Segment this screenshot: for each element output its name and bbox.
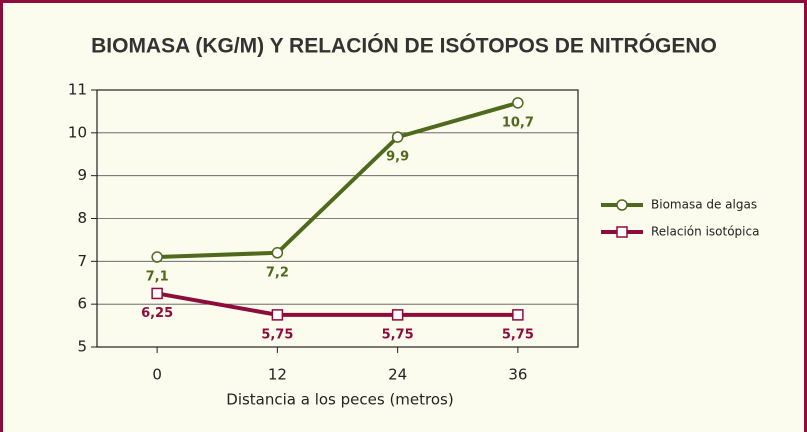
data-label: 10,7: [502, 115, 534, 130]
x-tick-label: 24: [388, 366, 407, 384]
data-point: [271, 247, 284, 259]
data-label: 5,75: [261, 327, 293, 342]
data-point: [391, 131, 404, 143]
data-point: [391, 309, 404, 321]
series-line: [157, 100, 519, 260]
legend-marker: [616, 226, 628, 238]
y-tick-label: 11: [68, 81, 87, 99]
data-label: 7,2: [266, 265, 289, 280]
x-axis-label: Distancia a los peces (metros): [226, 391, 453, 409]
y-tick-label: 5: [77, 338, 87, 356]
y-tick-label: 10: [68, 123, 87, 141]
series-line: [156, 291, 518, 317]
y-tick-label: 9: [77, 166, 87, 184]
legend-marker: [616, 199, 628, 211]
x-tick-label: 36: [508, 366, 527, 384]
data-label: 5,75: [382, 327, 414, 342]
plot-frame: [96, 89, 579, 348]
data-point: [512, 97, 524, 109]
data-label: 7,1: [146, 270, 169, 285]
y-tick-label: 6: [77, 295, 87, 313]
data-label: 6,25: [141, 306, 173, 321]
data-label: 5,75: [502, 327, 534, 342]
data-point: [271, 309, 284, 321]
data-point: [151, 251, 163, 263]
chart-title: BIOMASA (KG/M) Y RELACIÓN DE ISÓTOPOS DE…: [91, 34, 717, 58]
y-tick-label: 7: [77, 252, 87, 270]
data-point: [512, 309, 524, 321]
legend-label: Biomasa de algas: [651, 198, 757, 212]
x-tick-label: 0: [152, 366, 162, 384]
data-label: 9,9: [386, 150, 409, 165]
data-point: [151, 287, 163, 300]
x-tick-label: 12: [268, 366, 287, 384]
legend-label: Relación isotópica: [651, 225, 759, 239]
y-tick-label: 8: [77, 209, 87, 227]
